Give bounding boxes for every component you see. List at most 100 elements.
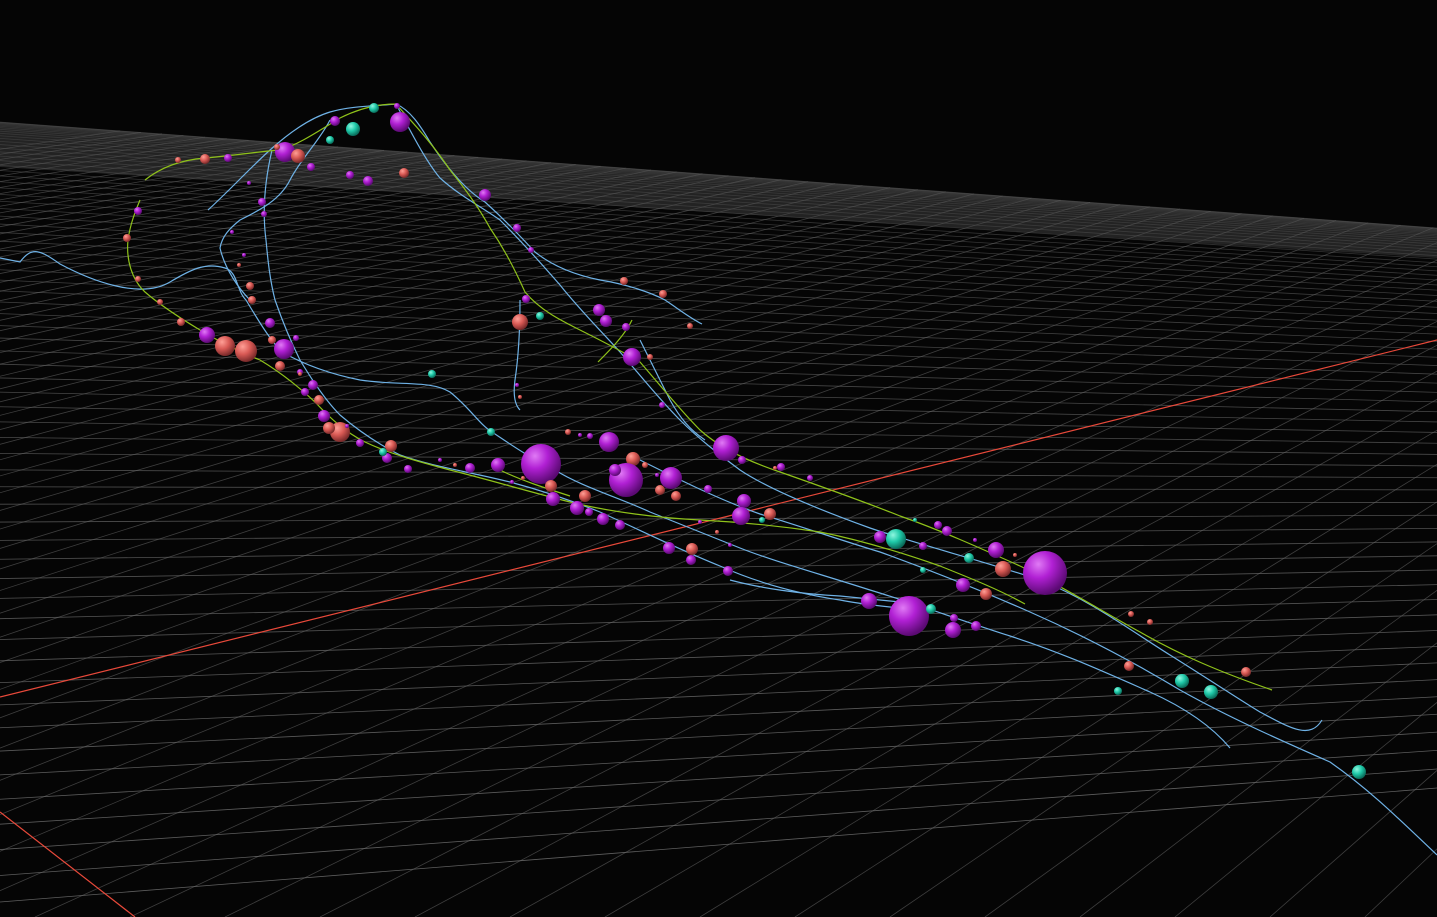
sphere-marker-icon[interactable] xyxy=(889,596,929,636)
sphere-marker-icon[interactable] xyxy=(593,304,605,316)
sphere-marker-icon[interactable] xyxy=(428,370,436,378)
sphere-marker-icon[interactable] xyxy=(570,501,584,515)
sphere-marker-icon[interactable] xyxy=(512,314,528,330)
sphere-marker-icon[interactable] xyxy=(1147,619,1153,625)
sphere-marker-icon[interactable] xyxy=(807,475,813,481)
sphere-marker-icon[interactable] xyxy=(363,176,373,186)
sphere-marker-icon[interactable] xyxy=(1114,687,1122,695)
sphere-marker-icon[interactable] xyxy=(487,428,495,436)
sphere-marker-icon[interactable] xyxy=(291,149,305,163)
sphere-marker-icon[interactable] xyxy=(346,171,354,179)
sphere-marker-icon[interactable] xyxy=(973,538,977,542)
sphere-marker-icon[interactable] xyxy=(737,494,751,508)
sphere-marker-icon[interactable] xyxy=(513,224,521,232)
sphere-marker-icon[interactable] xyxy=(237,263,241,267)
sphere-marker-icon[interactable] xyxy=(615,520,625,530)
sphere-marker-icon[interactable] xyxy=(971,621,981,631)
sphere-marker-icon[interactable] xyxy=(622,323,630,331)
sphere-marker-icon[interactable] xyxy=(934,521,942,529)
sphere-marker-icon[interactable] xyxy=(1352,765,1366,779)
sphere-marker-icon[interactable] xyxy=(1204,685,1218,699)
sphere-marker-icon[interactable] xyxy=(199,327,215,343)
sphere-marker-icon[interactable] xyxy=(919,542,927,550)
sphere-marker-icon[interactable] xyxy=(698,520,702,524)
sphere-marker-icon[interactable] xyxy=(157,299,163,305)
sphere-marker-icon[interactable] xyxy=(453,463,457,467)
sphere-marker-icon[interactable] xyxy=(465,463,475,473)
sphere-marker-icon[interactable] xyxy=(659,290,667,298)
sphere-marker-icon[interactable] xyxy=(248,296,256,304)
sphere-marker-icon[interactable] xyxy=(545,480,557,492)
sphere-marker-icon[interactable] xyxy=(274,339,294,359)
sphere-marker-icon[interactable] xyxy=(479,189,491,201)
sphere-marker-icon[interactable] xyxy=(655,473,659,477)
sphere-marker-icon[interactable] xyxy=(980,588,992,600)
sphere-marker-icon[interactable] xyxy=(326,136,334,144)
sphere-marker-icon[interactable] xyxy=(346,122,360,136)
sphere-marker-icon[interactable] xyxy=(491,458,505,472)
sphere-marker-icon[interactable] xyxy=(578,433,582,437)
sphere-marker-icon[interactable] xyxy=(1124,661,1134,671)
sphere-marker-icon[interactable] xyxy=(942,526,952,536)
sphere-marker-icon[interactable] xyxy=(861,593,877,609)
sphere-marker-icon[interactable] xyxy=(356,439,364,447)
sphere-marker-icon[interactable] xyxy=(913,518,917,522)
sphere-marker-icon[interactable] xyxy=(620,277,628,285)
sphere-marker-icon[interactable] xyxy=(521,444,561,484)
sphere-marker-icon[interactable] xyxy=(660,467,682,489)
sphere-marker-icon[interactable] xyxy=(886,529,906,549)
node-markers[interactable] xyxy=(123,103,1366,779)
sphere-marker-icon[interactable] xyxy=(655,485,665,495)
sphere-marker-icon[interactable] xyxy=(587,433,593,439)
sphere-marker-icon[interactable] xyxy=(659,402,665,408)
sphere-marker-icon[interactable] xyxy=(945,622,961,638)
sphere-marker-icon[interactable] xyxy=(988,542,1004,558)
sphere-marker-icon[interactable] xyxy=(522,295,530,303)
sphere-marker-icon[interactable] xyxy=(728,543,732,547)
sphere-marker-icon[interactable] xyxy=(713,435,739,461)
sphere-marker-icon[interactable] xyxy=(247,181,251,185)
sphere-marker-icon[interactable] xyxy=(404,465,412,473)
sphere-marker-icon[interactable] xyxy=(261,211,267,217)
sphere-marker-icon[interactable] xyxy=(307,163,315,171)
sphere-marker-icon[interactable] xyxy=(385,440,397,452)
sphere-marker-icon[interactable] xyxy=(565,429,571,435)
sphere-marker-icon[interactable] xyxy=(518,395,522,399)
sphere-marker-icon[interactable] xyxy=(599,432,619,452)
sphere-marker-icon[interactable] xyxy=(345,424,349,428)
sphere-marker-icon[interactable] xyxy=(521,476,525,480)
sphere-marker-icon[interactable] xyxy=(510,480,514,484)
sphere-marker-icon[interactable] xyxy=(732,507,750,525)
sphere-marker-icon[interactable] xyxy=(268,336,276,344)
sphere-marker-icon[interactable] xyxy=(301,388,309,396)
sphere-marker-icon[interactable] xyxy=(597,513,609,525)
sphere-marker-icon[interactable] xyxy=(600,315,612,327)
sphere-marker-icon[interactable] xyxy=(764,508,776,520)
sphere-marker-icon[interactable] xyxy=(1023,551,1067,595)
sphere-marker-icon[interactable] xyxy=(330,116,340,126)
sphere-marker-icon[interactable] xyxy=(686,543,698,555)
sphere-marker-icon[interactable] xyxy=(1241,667,1251,677)
sphere-marker-icon[interactable] xyxy=(759,517,765,523)
sphere-marker-icon[interactable] xyxy=(390,112,410,132)
sphere-marker-icon[interactable] xyxy=(528,247,534,253)
sphere-marker-icon[interactable] xyxy=(687,323,693,329)
sphere-marker-icon[interactable] xyxy=(200,154,210,164)
sphere-marker-icon[interactable] xyxy=(438,458,442,462)
sphere-marker-icon[interactable] xyxy=(235,340,257,362)
sphere-marker-icon[interactable] xyxy=(715,530,719,534)
sphere-marker-icon[interactable] xyxy=(777,463,785,471)
sphere-marker-icon[interactable] xyxy=(242,253,246,257)
sphere-marker-icon[interactable] xyxy=(379,448,387,456)
sphere-marker-icon[interactable] xyxy=(330,422,350,442)
sphere-marker-icon[interactable] xyxy=(258,198,266,206)
sphere-marker-icon[interactable] xyxy=(308,380,318,390)
sphere-marker-icon[interactable] xyxy=(293,335,299,341)
sphere-marker-icon[interactable] xyxy=(647,354,653,360)
sphere-marker-icon[interactable] xyxy=(579,490,591,502)
sphere-marker-icon[interactable] xyxy=(318,410,330,422)
sphere-marker-icon[interactable] xyxy=(369,103,379,113)
sphere-marker-icon[interactable] xyxy=(1013,553,1017,557)
